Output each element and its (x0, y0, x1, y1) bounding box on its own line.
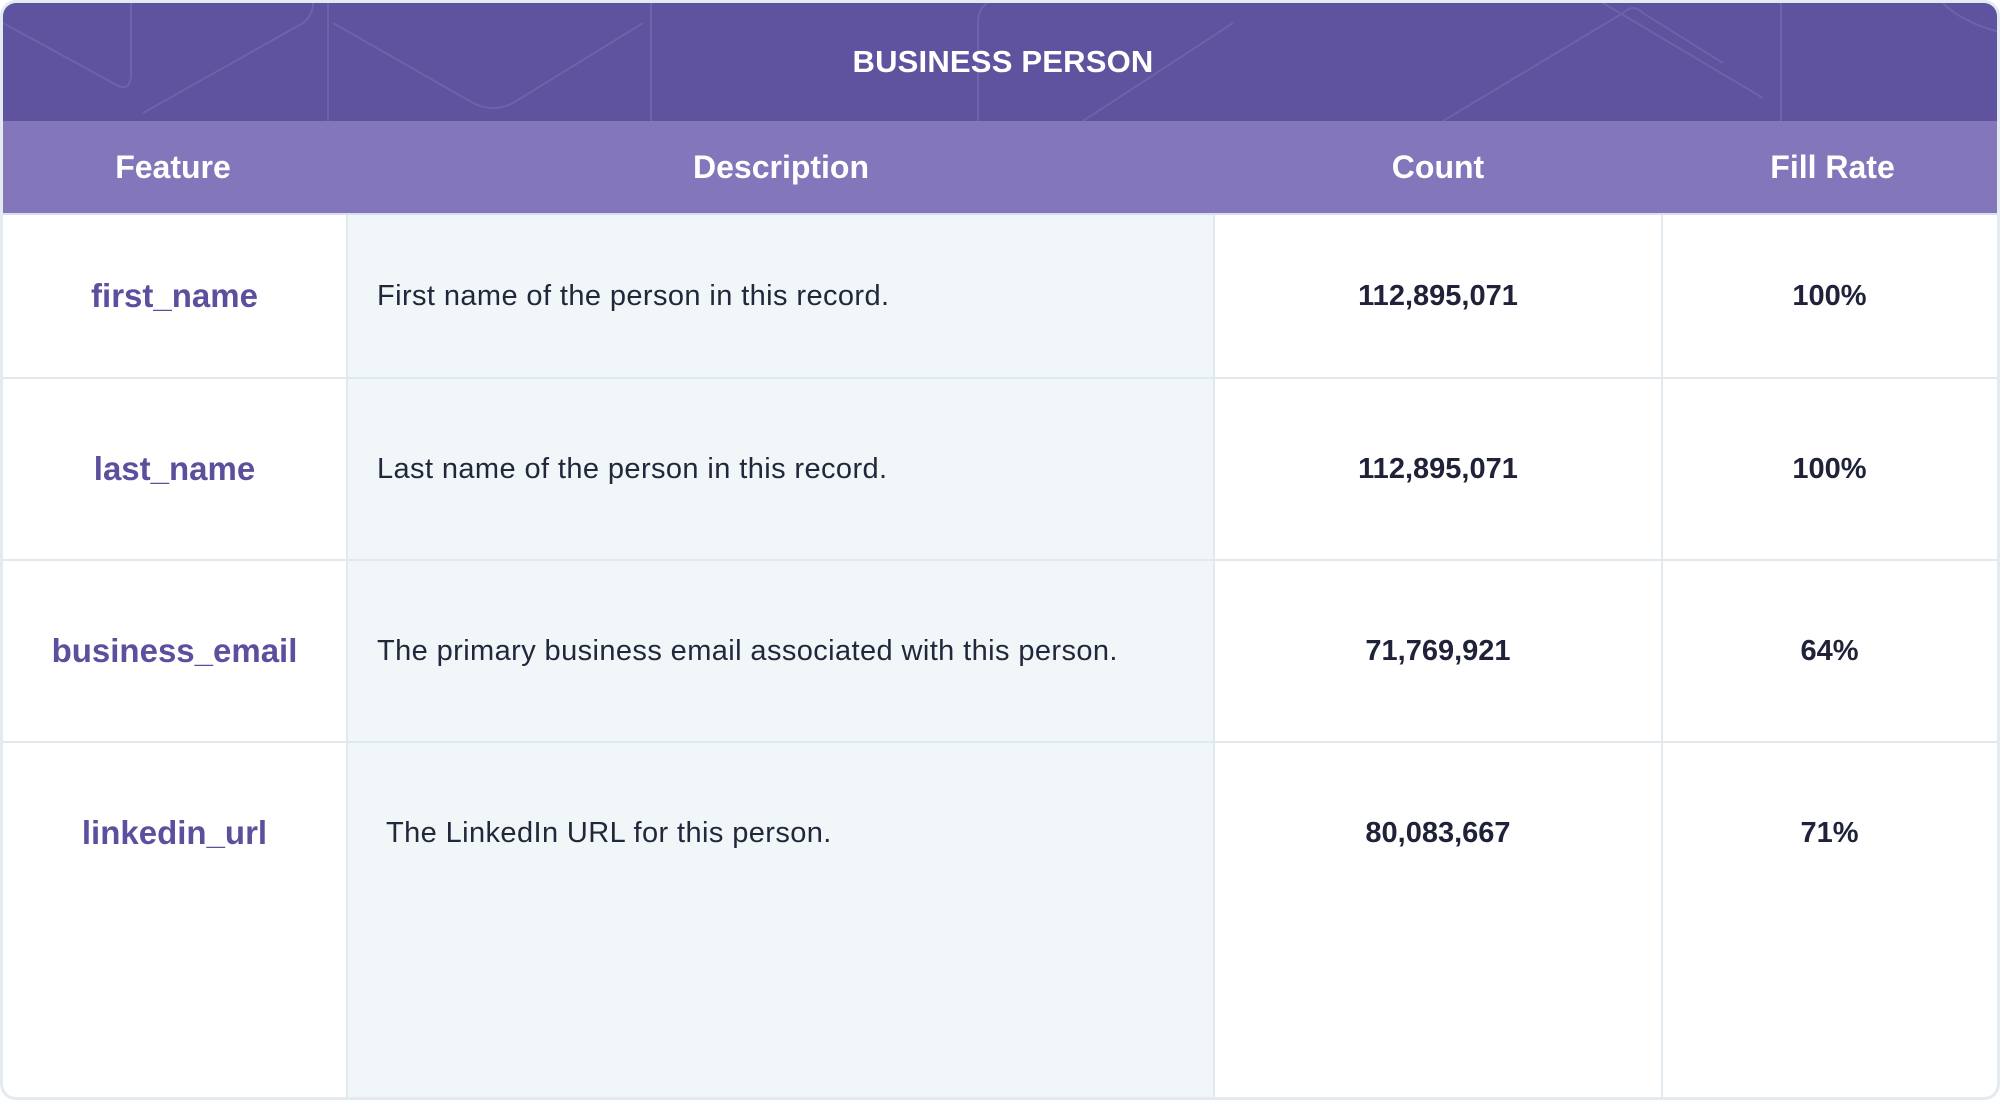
column-header-feature: Feature (115, 149, 231, 185)
fill-rate-cell: 100% (1792, 279, 1867, 312)
column-divider (346, 215, 348, 1097)
feature-cell: linkedin_url (81, 814, 268, 851)
description-cell: The LinkedIn URL for this person. (386, 816, 832, 849)
row-divider (3, 559, 1997, 561)
table-row: business_email The primary business emai… (3, 561, 1997, 741)
description-column-background (348, 215, 1214, 1097)
table-row: linkedin_url The LinkedIn URL for this p… (3, 743, 1997, 923)
column-header-count: Count (1391, 149, 1485, 185)
feature-cell: first_name (91, 277, 258, 314)
count-cell: 80,083,667 (1365, 816, 1511, 849)
table-body: first_name First name of the person in t… (3, 215, 1997, 1097)
description-cell: Last name of the person in this record. (377, 452, 888, 485)
column-header-fill-rate: Fill Rate (1770, 149, 1895, 185)
fill-rate-cell: 100% (1792, 452, 1867, 485)
count-cell: 71,769,921 (1365, 634, 1511, 667)
table-title-bar: BUSINESS PERSON (3, 3, 1997, 121)
row-divider (3, 377, 1997, 379)
table-row: last_name Last name of the person in thi… (3, 379, 1997, 559)
column-header-description: Description (692, 149, 870, 185)
feature-cell: business_email (51, 632, 298, 669)
count-cell: 112,895,071 (1358, 279, 1518, 312)
count-cell: 112,895,071 (1358, 452, 1518, 485)
description-cell: First name of the person in this record. (377, 279, 890, 312)
table-row: first_name First name of the person in t… (3, 215, 1997, 377)
row-divider (3, 741, 1997, 743)
fill-rate-cell: 71% (1800, 816, 1859, 849)
description-cell: The primary business email associated wi… (377, 634, 1118, 667)
table-header-row: Feature Description Count Fill Rate (3, 121, 1997, 215)
table-title: BUSINESS PERSON (852, 44, 1154, 79)
column-divider (1213, 215, 1215, 1097)
fill-rate-cell: 64% (1800, 634, 1859, 667)
column-divider (1661, 215, 1663, 1097)
feature-cell: last_name (93, 450, 256, 487)
hexagon-pattern-background (3, 3, 1997, 121)
